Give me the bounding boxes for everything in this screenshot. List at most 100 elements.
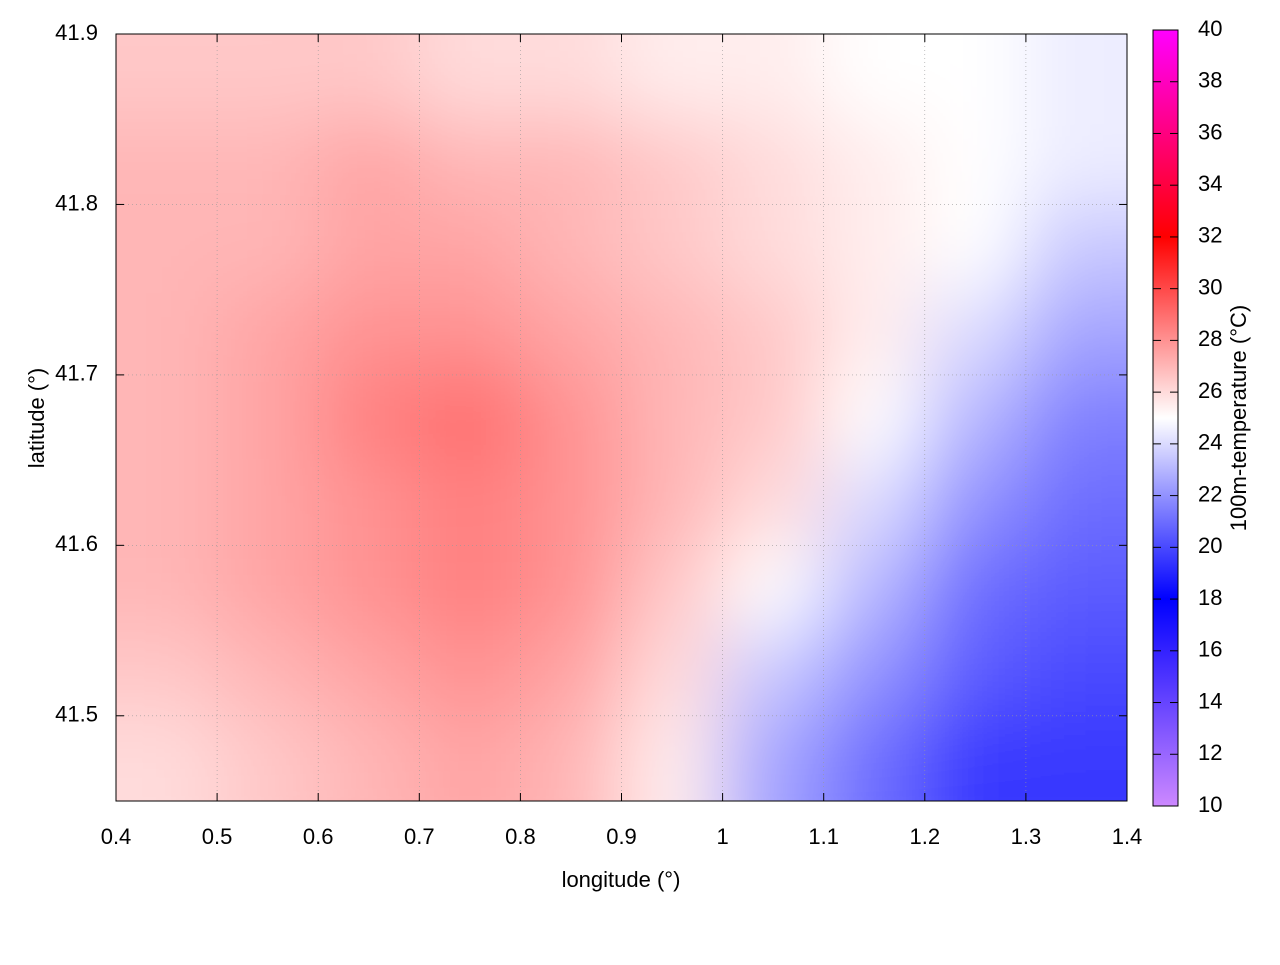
colorbar-tick-label: 10 [1198, 792, 1222, 817]
heat-cell [520, 289, 623, 376]
heat-cell [823, 34, 926, 121]
colorbar-tick-label: 16 [1198, 637, 1222, 662]
heat-cell [621, 204, 724, 291]
colorbar-tick-label: 22 [1198, 481, 1222, 506]
heat-cell [318, 374, 421, 462]
heat-cell [1025, 460, 1127, 547]
x-tick-label: 1.4 [1112, 824, 1143, 849]
heat-cell [520, 715, 623, 801]
x-axis-label: longitude (°) [562, 867, 681, 892]
x-tick-label: 1.3 [1011, 824, 1042, 849]
heat-cell [520, 119, 623, 206]
heat-cell [217, 630, 320, 717]
heat-cell [116, 204, 219, 291]
colorbar-tick-label: 32 [1198, 223, 1222, 248]
heat-cell [217, 715, 320, 801]
heat-cell [217, 204, 320, 291]
heat-cell [318, 119, 421, 206]
x-tick-label: 0.9 [606, 824, 637, 849]
heat-cell [621, 34, 724, 121]
heat-cell [1025, 374, 1127, 462]
heat-cell [924, 460, 1027, 547]
heat-cell [924, 289, 1027, 376]
colorbar-label: 100m-temperature (°C) [1226, 305, 1251, 531]
heat-cell [1025, 34, 1127, 121]
heat-cell [823, 460, 926, 547]
heat-cell [924, 204, 1027, 291]
x-tick-label: 1 [716, 824, 728, 849]
heat-cell [924, 545, 1027, 632]
heat-cell [520, 630, 623, 717]
heat-cell [823, 119, 926, 206]
heat-cell [823, 630, 926, 717]
colorbar-tick-label: 30 [1198, 274, 1222, 299]
heat-cell [1025, 630, 1127, 717]
colorbar-tick-label: 26 [1198, 378, 1222, 403]
heat-cell [520, 545, 623, 632]
heat-cell [621, 460, 724, 547]
heat-cell [823, 289, 926, 376]
x-tick-label: 1.2 [910, 824, 941, 849]
heat-cell [722, 715, 825, 801]
heat-cell [924, 34, 1027, 121]
heat-cell [217, 34, 320, 121]
heat-cell [217, 460, 320, 547]
heat-cell [520, 34, 623, 121]
heat-cell [318, 545, 421, 632]
heat-cell [1025, 715, 1127, 801]
heat-cell [217, 119, 320, 206]
x-tick-label: 0.6 [303, 824, 334, 849]
colorbar-tick-label: 38 [1198, 68, 1222, 93]
heat-cell [520, 460, 623, 547]
heat-cell [924, 715, 1027, 801]
heat-cell [419, 374, 522, 462]
heat-cell [722, 545, 825, 632]
heat-cell [722, 119, 825, 206]
heat-cell [722, 630, 825, 717]
colorbar-tick-label: 36 [1198, 119, 1222, 144]
heat-cell [823, 545, 926, 632]
heat-cell [419, 34, 522, 121]
heat-cell [217, 289, 320, 376]
y-tick-label: 41.8 [55, 190, 98, 215]
colorbar-tick-label: 20 [1198, 533, 1222, 558]
heat-cell [419, 289, 522, 376]
colorbar-tick-label: 12 [1198, 740, 1222, 765]
heat-cell [722, 374, 825, 462]
x-tick-label: 1.1 [808, 824, 839, 849]
heat-cell [116, 715, 219, 801]
heat-cell [116, 119, 219, 206]
heat-cell [722, 34, 825, 121]
x-tick-label: 0.4 [101, 824, 132, 849]
x-tick-label: 0.5 [202, 824, 233, 849]
heat-cell [419, 204, 522, 291]
y-tick-label: 41.9 [55, 20, 98, 45]
heat-cell [823, 204, 926, 291]
heat-cell [722, 460, 825, 547]
heat-cell [621, 289, 724, 376]
heat-cell [116, 374, 219, 462]
heat-cell [520, 204, 623, 291]
heat-cell [1025, 204, 1127, 291]
heat-cell [520, 374, 623, 462]
heat-cell [1025, 545, 1127, 632]
heat-cell [217, 545, 320, 632]
heat-cell [722, 204, 825, 291]
heat-cell [1025, 289, 1127, 376]
heat-cell [116, 545, 219, 632]
heat-cell [419, 545, 522, 632]
heat-cell [318, 34, 421, 121]
heat-cell [217, 374, 320, 462]
y-tick-label: 41.7 [55, 361, 98, 386]
heatmap [116, 34, 1127, 801]
heat-cell [621, 630, 724, 717]
heat-cell [621, 119, 724, 206]
heat-cell [621, 374, 724, 462]
heat-cell [823, 374, 926, 462]
x-tick-label: 0.7 [404, 824, 435, 849]
heat-cell [318, 460, 421, 547]
y-tick-label: 41.5 [55, 702, 98, 727]
x-tick-label: 0.8 [505, 824, 536, 849]
heat-cell [318, 204, 421, 291]
